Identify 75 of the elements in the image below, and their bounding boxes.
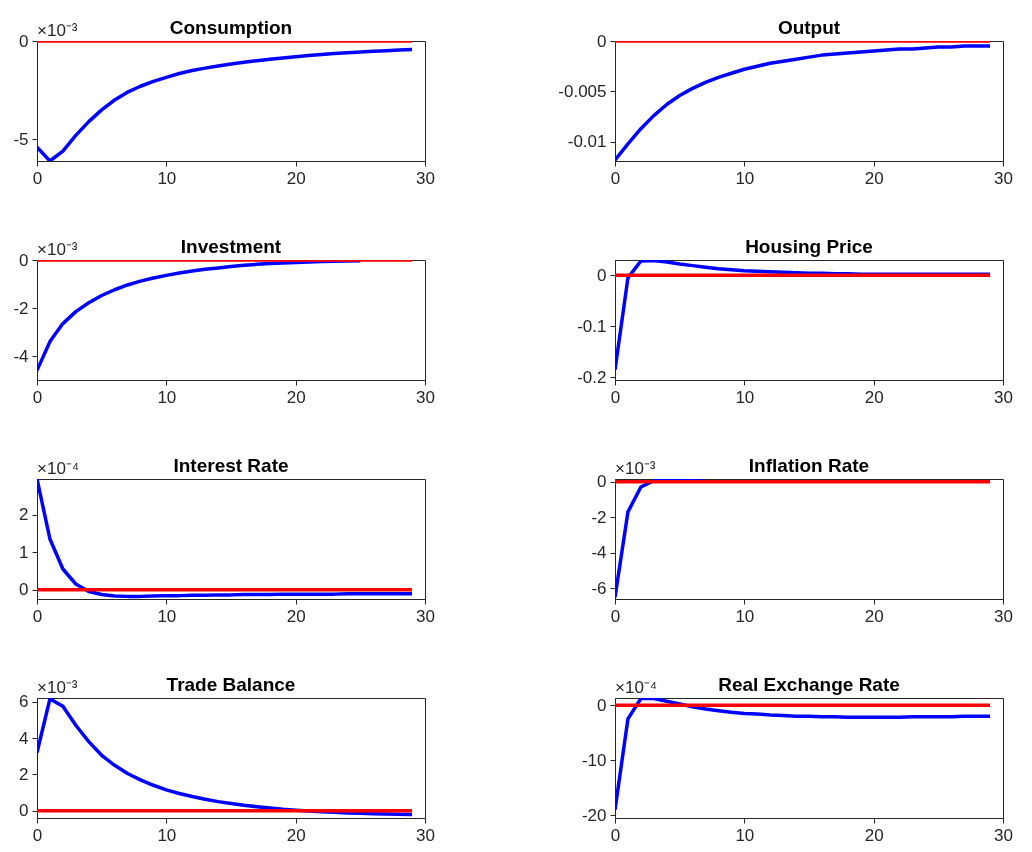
y-tick-label: 0 [597, 472, 607, 492]
chart-title: Investment [180, 236, 282, 257]
y-tick-label: 0 [19, 580, 29, 600]
y-tick-label: 0 [597, 695, 607, 715]
x-tick-label: 20 [286, 168, 306, 188]
x-tick-label: 0 [32, 168, 43, 188]
x-tick-label: 20 [286, 825, 306, 845]
x-tick-label: 20 [864, 168, 884, 188]
x-tick-label: 30 [416, 606, 435, 626]
chart-title: Output [777, 17, 841, 38]
y-tick-label: 0 [19, 31, 29, 51]
x-tick-label: 10 [735, 168, 755, 188]
y-tick-label: 0 [597, 31, 607, 51]
line-series [37, 47, 414, 161]
y-tick-label: 4 [19, 728, 29, 748]
x-tick-label: 30 [416, 168, 435, 188]
x-tick-label: 30 [994, 606, 1013, 626]
line-series [615, 698, 992, 812]
chart-title: Consumption [169, 17, 293, 38]
x-tick-label: 30 [994, 825, 1013, 845]
y-tick-label: -0.2 [577, 367, 607, 387]
y-tick-label: -2 [591, 507, 607, 527]
x-tick-label: 10 [735, 606, 755, 626]
x-tick-label: 20 [286, 387, 306, 407]
x-tick-label: 10 [735, 387, 755, 407]
y-tick-label: 0 [19, 250, 29, 270]
x-tick-label: 0 [610, 825, 621, 845]
x-tick-label: 0 [32, 825, 43, 845]
text: ×10⁻⁴ [615, 678, 658, 697]
chart-title: Interest Rate [173, 455, 289, 476]
y-tick-label: 0 [597, 265, 607, 285]
x-tick-label: 10 [157, 387, 177, 407]
chart-title: Real Exchange Rate [718, 674, 900, 695]
x-tick-label: 30 [994, 168, 1013, 188]
line-series [37, 479, 414, 599]
x-tick-label: 30 [416, 387, 435, 407]
x-tick-label: 10 [157, 825, 177, 845]
x-tick-label: 20 [864, 387, 884, 407]
text: ×10⁻⁴ [37, 459, 80, 478]
x-tick-label: 20 [286, 606, 306, 626]
y-tick-label: -6 [591, 578, 607, 598]
y-tick-label: -0.01 [567, 132, 607, 152]
x-tick-label: 10 [157, 606, 177, 626]
x-tick-label: 10 [157, 168, 177, 188]
x-tick-label: 0 [32, 606, 43, 626]
line-series [615, 44, 992, 161]
x-tick-label: 10 [735, 825, 755, 845]
chart-title: Housing Price [745, 236, 873, 257]
x-tick-label: 30 [416, 825, 435, 845]
text: ×10⁻³ [37, 240, 78, 259]
x-tick-label: 0 [610, 606, 621, 626]
y-tick-label: -2 [13, 298, 29, 318]
text: ×10⁻³ [37, 678, 78, 697]
chart-title: Inflation Rate [748, 455, 870, 476]
x-tick-label: 0 [32, 387, 43, 407]
y-tick-label: -0.005 [558, 81, 607, 101]
y-tick-label: 2 [19, 764, 29, 784]
y-tick-label: -0.1 [577, 316, 607, 336]
y-tick-label: -5 [13, 129, 29, 149]
x-tick-label: 20 [864, 606, 884, 626]
y-tick-label: -10 [581, 750, 607, 770]
y-tick-label: 6 [19, 692, 29, 712]
y-tick-label: 2 [19, 505, 29, 525]
x-tick-label: 30 [994, 387, 1013, 407]
y-tick-label: -4 [13, 346, 29, 366]
y-tick-label: 0 [19, 801, 29, 821]
x-tick-label: 20 [864, 825, 884, 845]
x-tick-label: 0 [610, 387, 621, 407]
x-tick-label: 0 [610, 168, 621, 188]
text: ×10⁻³ [37, 21, 78, 40]
chart-title: Trade Balance [166, 674, 296, 695]
y-tick-label: 1 [19, 542, 29, 562]
y-tick-label: -4 [591, 543, 607, 563]
y-tick-label: -20 [581, 805, 607, 825]
text: ×10⁻³ [615, 459, 656, 478]
